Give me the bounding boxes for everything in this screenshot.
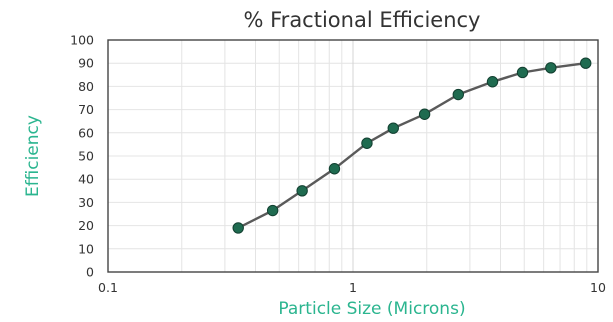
x-tick-label: 10 (590, 280, 606, 295)
y-tick-label: 60 (78, 125, 94, 140)
y-tick-label: 50 (78, 149, 94, 164)
efficiency-series-line (236, 62, 587, 230)
x-tick-label: 0.1 (98, 280, 118, 295)
y-axis-ticks: 0 10 20 30 40 50 60 70 80 90 100 (70, 33, 94, 280)
data-point (580, 57, 592, 69)
data-point (486, 76, 499, 88)
data-point (452, 88, 464, 101)
data-point (545, 62, 557, 74)
y-tick-label: 70 (78, 102, 94, 117)
x-tick-label: 1 (349, 280, 357, 295)
grid-lines (108, 40, 598, 272)
plot-area (107, 39, 599, 273)
y-tick-label: 0 (86, 265, 94, 280)
y-tick-label: 20 (78, 218, 94, 233)
data-point (387, 122, 399, 134)
y-tick-label: 40 (78, 172, 94, 187)
x-axis-ticks: 0.1 1 10 (98, 280, 606, 295)
y-tick-label: 90 (78, 56, 94, 71)
data-point (232, 222, 244, 234)
y-tick-label: 10 (78, 241, 94, 256)
chart-title: % Fractional Efficiency (244, 8, 481, 32)
data-point (516, 66, 529, 79)
data-point (361, 137, 373, 149)
y-tick-label: 80 (78, 79, 94, 94)
y-axis-label: Efficiency (23, 115, 43, 197)
efficiency-data-points (232, 57, 592, 234)
data-point (418, 108, 431, 120)
y-tick-label: 100 (70, 33, 94, 48)
data-point (296, 185, 308, 197)
y-tick-label: 30 (78, 195, 94, 210)
data-point (266, 204, 279, 217)
x-axis-label: Particle Size (Microns) (278, 299, 465, 319)
data-point (328, 163, 341, 175)
